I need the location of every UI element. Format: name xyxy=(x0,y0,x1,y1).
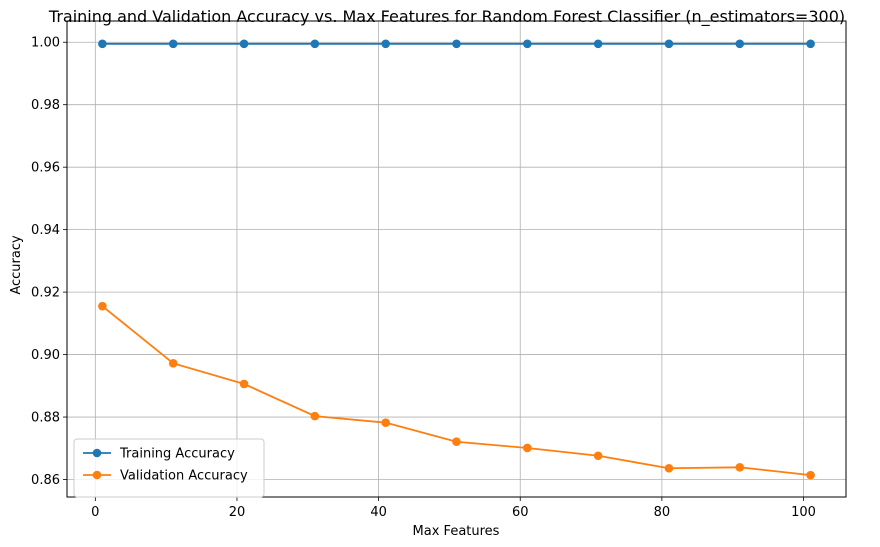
legend: Training Accuracy Validation Accuracy xyxy=(73,438,265,498)
data-point xyxy=(310,39,320,49)
data-point xyxy=(593,39,603,49)
legend-label: Validation Accuracy xyxy=(120,469,248,484)
y-tick-label: 0.86 xyxy=(31,473,60,488)
x-tick-label: 0 xyxy=(91,505,99,520)
y-axis-label: Accuracy xyxy=(9,235,24,295)
plot-series xyxy=(98,39,815,480)
x-tick-label: 100 xyxy=(791,505,816,520)
data-point xyxy=(735,463,745,472)
series-validation-accuracy xyxy=(98,301,815,480)
data-point xyxy=(735,39,745,49)
axis-ticks: 0 20 40 60 80 100 0.86 0.88 0.90 0.92 0.94 0.96 0.98… xyxy=(31,36,816,520)
data-point xyxy=(381,418,390,427)
data-point xyxy=(168,39,178,49)
data-point xyxy=(239,379,249,389)
x-axis-label: Max Features xyxy=(413,524,500,539)
data-point xyxy=(664,463,674,473)
data-point xyxy=(98,39,107,49)
x-tick-label: 60 xyxy=(512,505,529,520)
data-point xyxy=(310,411,320,421)
y-tick-label: 0.88 xyxy=(31,411,60,426)
chart-title: Training and Validation Accuracy vs. Max… xyxy=(48,7,845,27)
y-tick-label: 0.92 xyxy=(31,286,60,301)
data-point xyxy=(523,39,532,49)
x-tick-label: 20 xyxy=(229,505,246,520)
plot-frame xyxy=(66,20,847,498)
data-point xyxy=(452,437,461,447)
series-training-accuracy xyxy=(98,39,815,49)
data-point xyxy=(452,39,461,49)
y-tick-label: 0.98 xyxy=(31,98,60,113)
data-point xyxy=(664,39,674,49)
legend-swatch-marker xyxy=(92,448,102,458)
data-point xyxy=(593,451,603,461)
data-point xyxy=(523,443,532,453)
y-tick-label: 0.96 xyxy=(31,161,60,176)
x-tick-label: 40 xyxy=(370,505,387,520)
legend-box xyxy=(73,438,265,498)
data-point xyxy=(806,39,815,49)
data-point xyxy=(806,470,815,480)
data-point xyxy=(98,301,107,311)
y-tick-label: 0.90 xyxy=(31,348,60,363)
y-tick-label: 1.00 xyxy=(31,36,60,51)
grid xyxy=(67,21,846,497)
legend-label: Training Accuracy xyxy=(119,447,235,462)
data-point xyxy=(381,39,390,49)
x-tick-label: 80 xyxy=(654,505,671,520)
data-point xyxy=(168,359,178,368)
legend-swatch-marker xyxy=(92,470,102,480)
y-tick-label: 0.94 xyxy=(31,223,60,238)
data-point xyxy=(239,39,249,49)
